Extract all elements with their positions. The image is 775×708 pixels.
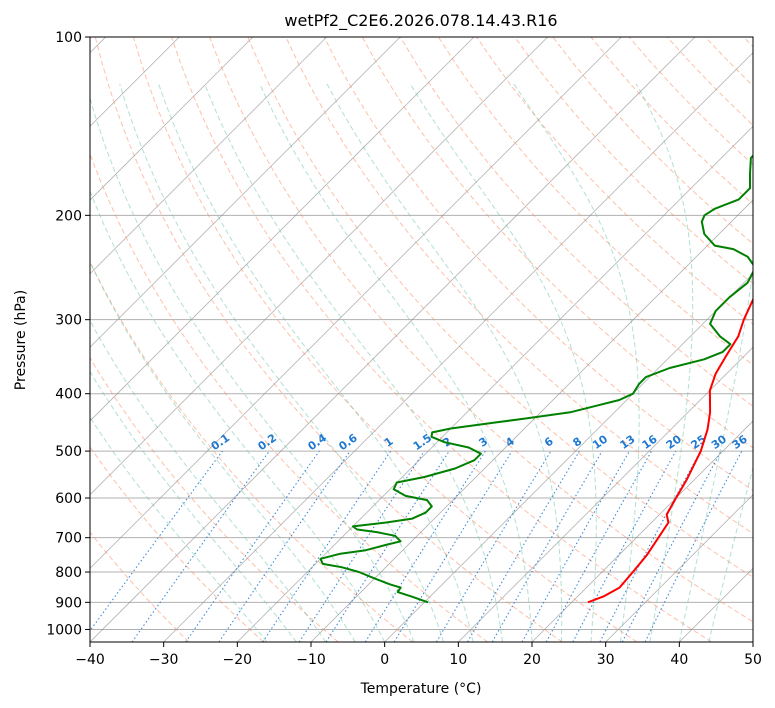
isotherm-line [384,273,753,642]
dry-adiabat [90,356,339,642]
isotherm-line [90,37,622,569]
dry-adiabat [94,37,563,642]
moist-adiabat [158,83,474,642]
moist-adiabat [90,416,268,642]
x-tick-label: 50 [744,652,762,668]
moist-adiabat [708,466,753,642]
isotherm-line [90,37,401,348]
y-tick-label: 400 [55,387,82,403]
mixing-ratio-line [644,450,743,642]
isotherm-line [90,37,548,496]
y-tick-label: 200 [55,208,82,224]
moist-adiabat [90,370,297,642]
x-axis: −40 −30 −20 −10 0 10 20 30 40 50 [75,642,762,668]
moist-adiabat [204,83,503,642]
y-tick-label: 600 [55,491,82,507]
dry-adiabat [285,37,753,535]
dry-adiabat [399,37,753,407]
mixing-ratio-line [325,450,450,642]
mixing-ratio-line [572,450,677,642]
isotherm-line [531,420,753,642]
moist-adiabat [513,83,640,642]
chart-title: wetPf2_C2E6.2026.078.14.43.R16 [284,11,557,31]
mixing-ratio-line [185,450,320,642]
dry-adiabat [90,531,190,642]
background-lines [90,37,753,642]
temperature-line [587,297,753,604]
isotherm-line [90,37,696,642]
x-tick-label: 30 [597,652,615,668]
isotherm-line [90,37,254,201]
isotherm-line [605,494,753,642]
mixing-ratio-line [298,450,425,642]
y-tick-label: 500 [55,444,82,460]
x-tick-label: −30 [149,652,179,668]
x-tick-label: 20 [523,652,541,668]
x-tick-label: −20 [223,652,253,668]
dry-adiabat [209,37,753,623]
moist-adiabat [678,83,753,642]
x-tick-label: 0 [380,652,389,668]
dry-adiabat [90,152,488,642]
dry-adiabat [132,37,638,642]
moist-adiabat [635,83,694,642]
isotherm-line [163,52,753,642]
dry-adiabat [361,37,753,449]
dry-adiabat [437,37,753,366]
y-tick-label: 1000 [46,622,82,638]
moist-adiabat [90,319,327,642]
dewpoint-line [319,154,753,604]
dry-adiabat [90,446,264,642]
mixing-ratio-line [218,450,351,642]
x-tick-label: −10 [296,652,326,668]
mixing-ratio-line [90,450,223,632]
moist-adiabat [90,260,356,642]
y-tick-label: 100 [55,30,82,46]
mixing-ratio-line [393,450,513,642]
dry-adiabat [514,37,753,285]
y-tick-label: 800 [55,565,82,581]
isotherm-line [90,37,475,422]
x-axis-label: Temperature (°C) [360,681,482,697]
x-tick-label: 40 [670,652,688,668]
dry-adiabat [323,37,753,491]
profile-lines [319,154,753,604]
isotherm-line [90,37,327,275]
y-tick-label: 300 [55,313,82,329]
isotherm-line [237,125,753,642]
mixing-ratio-line [545,450,653,642]
y-axis-label: Pressure (hPa) [13,290,29,390]
moist-adiabat [259,83,533,642]
x-tick-label: 10 [449,652,467,668]
mixing-ratio-line [521,450,630,642]
moist-adiabat [326,83,563,642]
mixing-ratio-line [131,450,270,642]
moist-adiabat [119,83,445,642]
y-tick-label: 700 [55,531,82,547]
plot-frame [89,36,754,643]
moist-adiabat [90,96,415,642]
y-tick-label: 900 [55,595,82,611]
x-tick-label: −40 [75,652,105,668]
dry-adiabat [247,37,753,578]
y-axis: 100 200 300 400 500 600 700 800 900 1000 [46,30,90,638]
mixing-ratio-line [262,450,392,642]
dry-adiabat [171,37,712,642]
